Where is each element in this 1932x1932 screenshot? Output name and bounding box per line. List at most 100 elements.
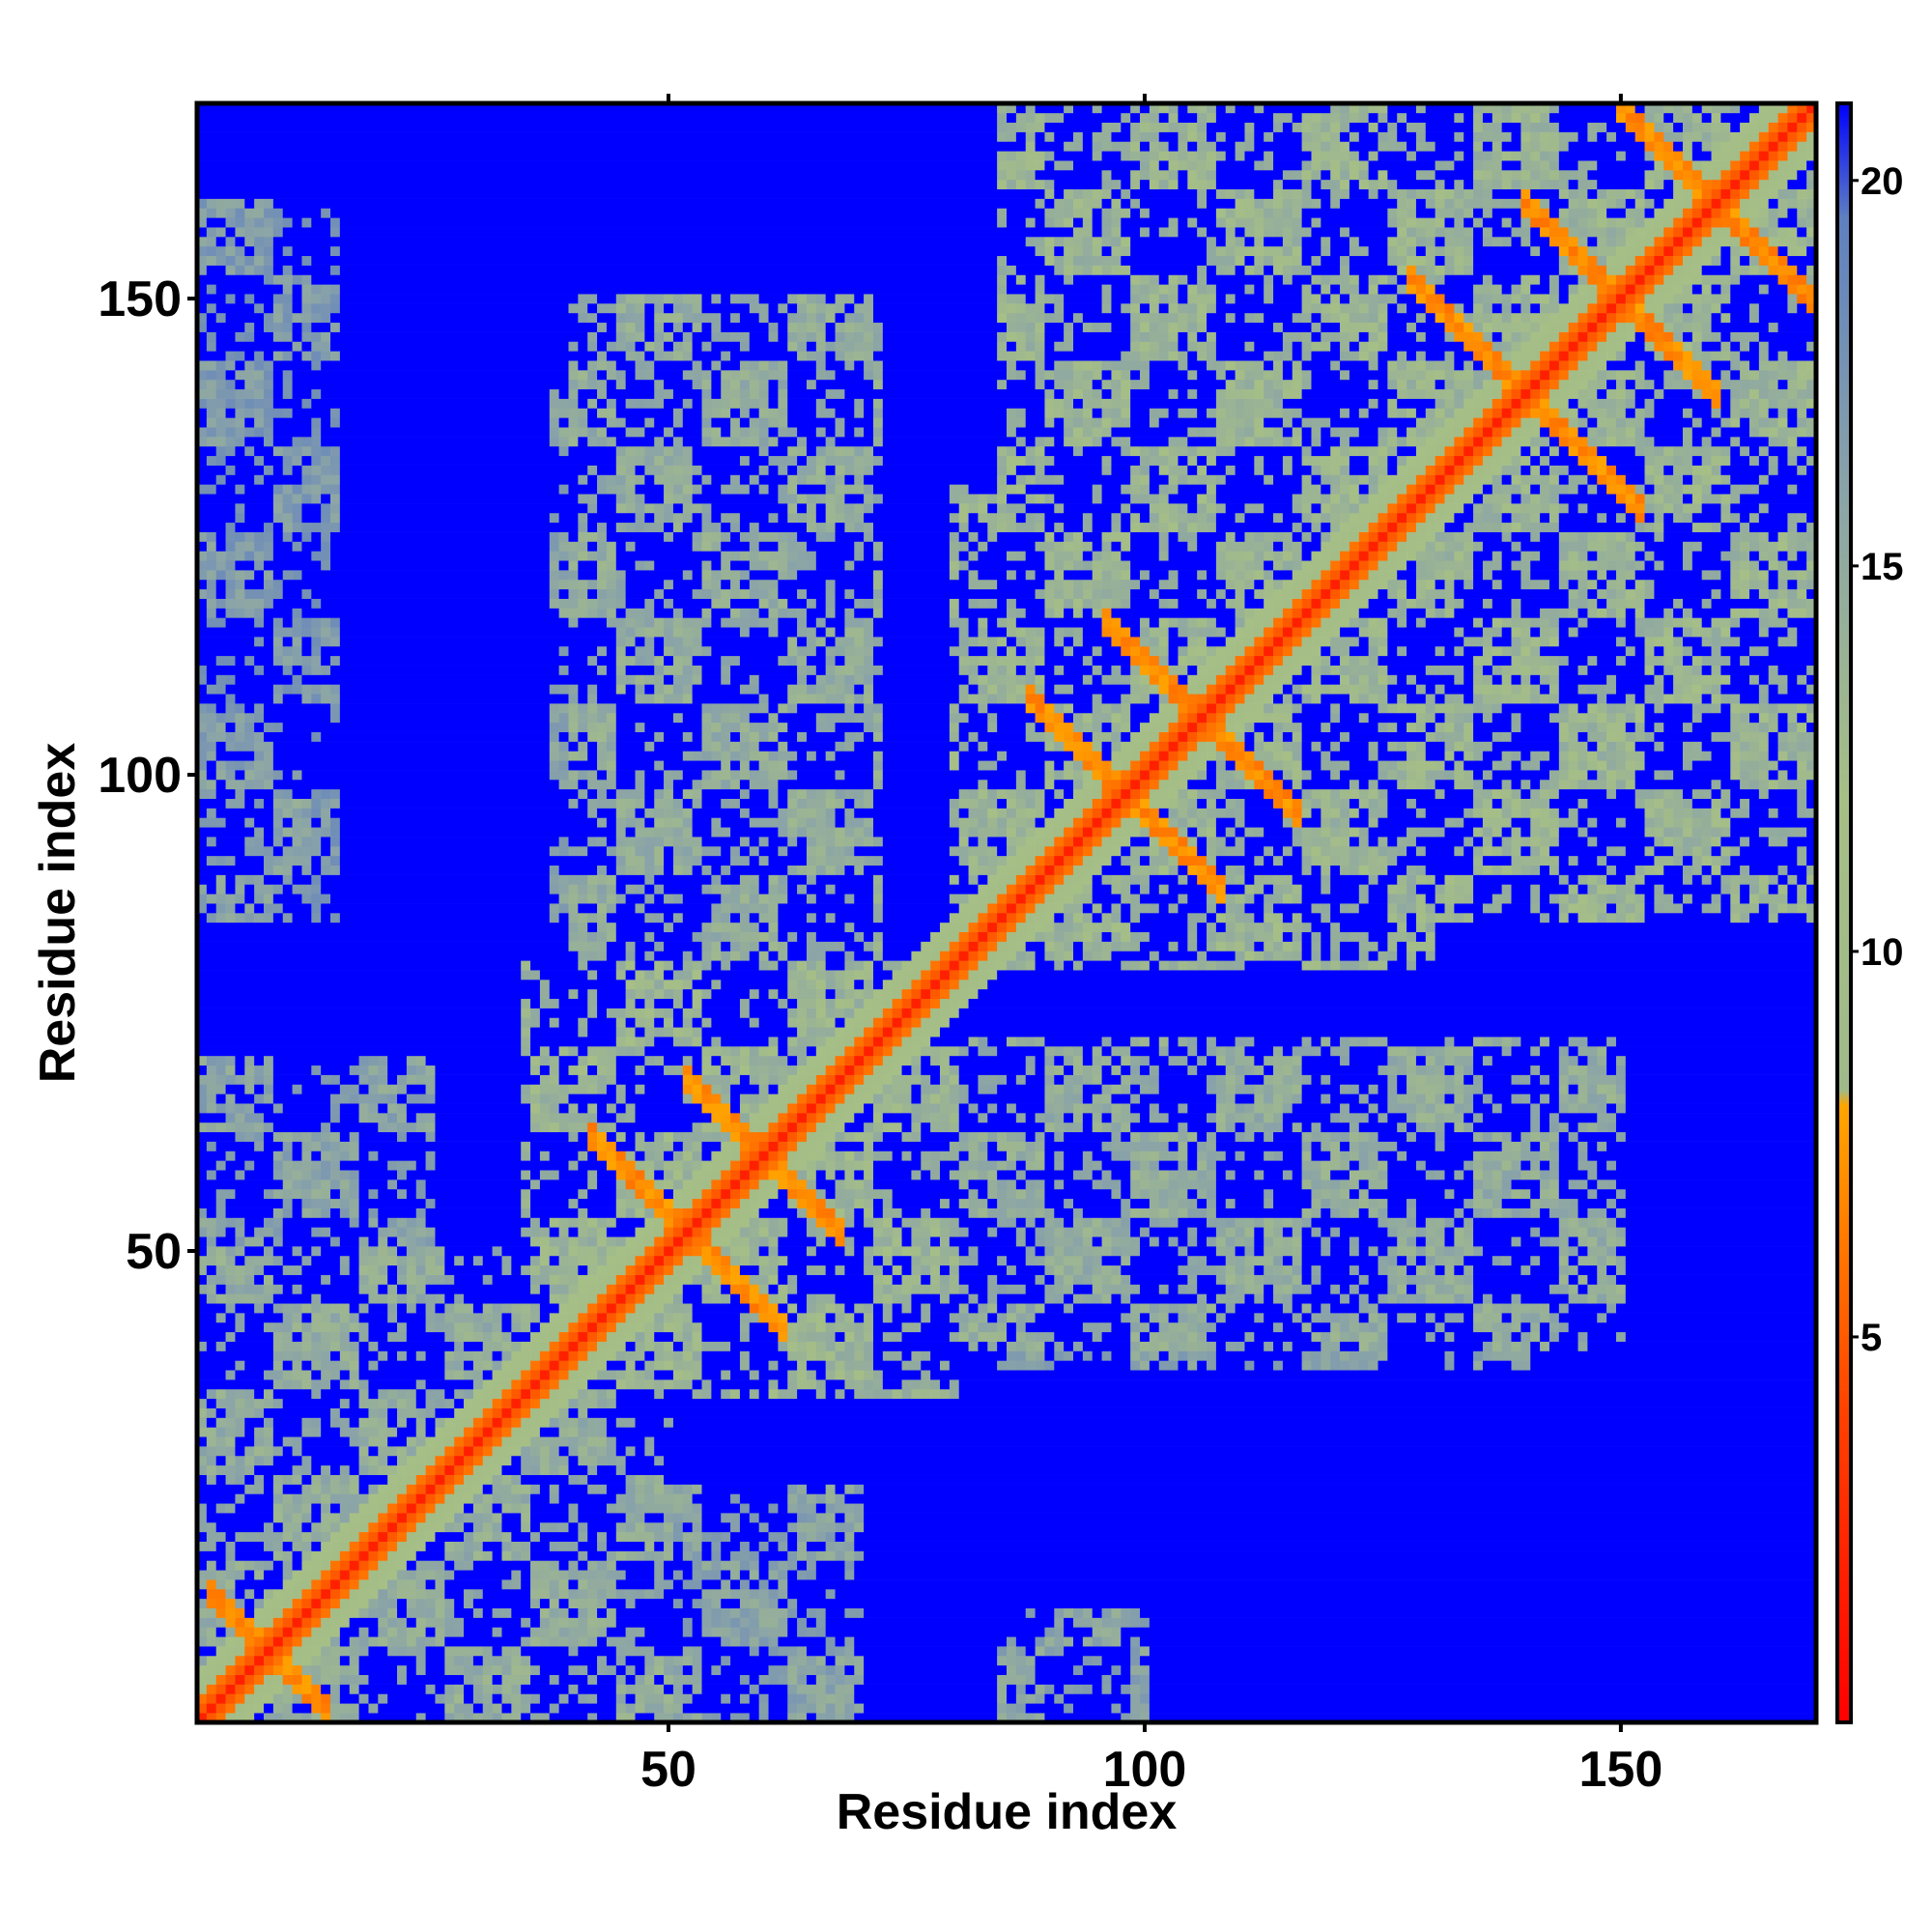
heatmap-cell [282,1379,293,1390]
heatmap-cell [444,1370,455,1380]
heatmap-cell [378,1284,388,1294]
heatmap-cell [578,1617,588,1628]
heatmap-cell [378,1550,388,1561]
heatmap-cell [244,1474,255,1485]
heatmap-cell [797,1113,808,1123]
heatmap-cell [530,1370,541,1380]
heatmap-cell [235,1684,245,1694]
heatmap-cell [1625,1208,1817,1218]
heatmap-cell [264,1674,274,1685]
heatmap-cell [435,1407,455,1418]
heatmap-cell [664,1236,674,1247]
heatmap-cell [368,1103,379,1114]
heatmap-cell [635,1703,645,1714]
heatmap-cell [815,1293,826,1304]
heatmap-cell [1207,1313,1217,1323]
heatmap-cell [1073,1703,1112,1714]
heatmap-cell [939,1293,951,1304]
heatmap-cell [235,1303,255,1314]
heatmap-cell [1025,1350,1036,1361]
heatmap-cell [1540,1179,1550,1190]
heatmap-cell [1454,1208,1464,1218]
heatmap-cell [311,1560,322,1571]
heatmap-cell [930,1208,969,1218]
heatmap-cell [330,1703,341,1714]
heatmap-cell [568,1388,579,1400]
heatmap-cell [835,1484,845,1494]
heatmap-cell [1101,1274,1112,1285]
heatmap-cell [1158,1236,1169,1247]
heatmap-cell [425,1503,436,1514]
heatmap-cell [1577,1179,1588,1190]
heatmap-cell [1044,1236,1055,1247]
heatmap-cell [206,1236,217,1247]
heatmap-cell [378,1113,388,1123]
heatmap-cell [225,1341,274,1351]
heatmap-cell [1340,1179,1350,1190]
heatmap-cell [1368,1188,1445,1200]
heatmap-cell [721,1370,731,1380]
heatmap-cell [625,1331,636,1342]
heatmap-cell [815,1493,826,1504]
heatmap-cell [711,1170,722,1180]
heatmap-cell [378,1484,388,1494]
heatmap-cell [358,1321,369,1333]
heatmap-cell [1197,1293,1208,1304]
heatmap-cell [1301,1151,1312,1161]
heatmap-cell [797,1341,808,1351]
heatmap-cell [425,1198,436,1208]
heatmap-cell [644,1179,655,1190]
heatmap-cell [472,1350,484,1361]
heatmap-cell [730,1370,751,1380]
heatmap-cell [539,1274,551,1285]
heatmap-cell [615,1693,626,1704]
heatmap-cell [282,1341,302,1351]
heatmap-cell [501,1493,512,1504]
heatmap-cell [492,1274,531,1285]
heatmap-cell [435,1474,445,1485]
heatmap-cell [206,1227,217,1237]
heatmap-cell [749,1113,759,1123]
heatmap-cell [778,1664,788,1676]
heatmap-cell [454,1598,465,1608]
heatmap-cell [787,1274,798,1285]
heatmap-cell [1092,1151,1112,1161]
heatmap-cell [311,1579,322,1590]
heatmap-cell [530,1417,541,1428]
heatmap-cell [349,1570,359,1580]
heatmap-cell [1321,1179,1331,1190]
heatmap-cell [1111,1131,1122,1142]
heatmap-cell [330,1560,341,1571]
heatmap-cell [797,1521,808,1533]
heatmap-cell [1540,1188,1550,1200]
heatmap-cell [1178,1160,1188,1171]
heatmap-cell [1121,1664,1131,1676]
heatmap-cell [415,1274,426,1285]
heatmap-cell [1140,1350,1151,1361]
heatmap-cell [787,1217,808,1228]
heatmap-cell [1054,1331,1094,1342]
heatmap-cell [939,1160,960,1171]
heatmap-cell [1073,1198,1122,1208]
heatmap-cell [235,1655,245,1666]
heatmap-cell [1130,1674,1141,1685]
heatmap-cell [272,1598,284,1608]
heatmap-cell [1368,1274,1388,1285]
heatmap-cell [311,1151,322,1161]
heatmap-cell [549,1341,559,1351]
heatmap-cell [558,1313,569,1323]
heatmap-cell [530,1636,541,1647]
heatmap-cell [1615,1274,1817,1285]
heatmap-cell [835,1521,845,1533]
heatmap-cell [711,1570,722,1580]
heatmap-cell [1044,1198,1065,1208]
heatmap-cell [397,1427,417,1437]
heatmap-cell [358,1531,369,1542]
heatmap-cell [625,1303,636,1314]
heatmap-cell [835,1550,845,1561]
heatmap-cell [454,1455,465,1466]
heatmap-cell [568,1227,579,1237]
heatmap-cell [672,1570,684,1580]
heatmap-cell [415,1664,426,1676]
heatmap-cell [311,1350,322,1361]
